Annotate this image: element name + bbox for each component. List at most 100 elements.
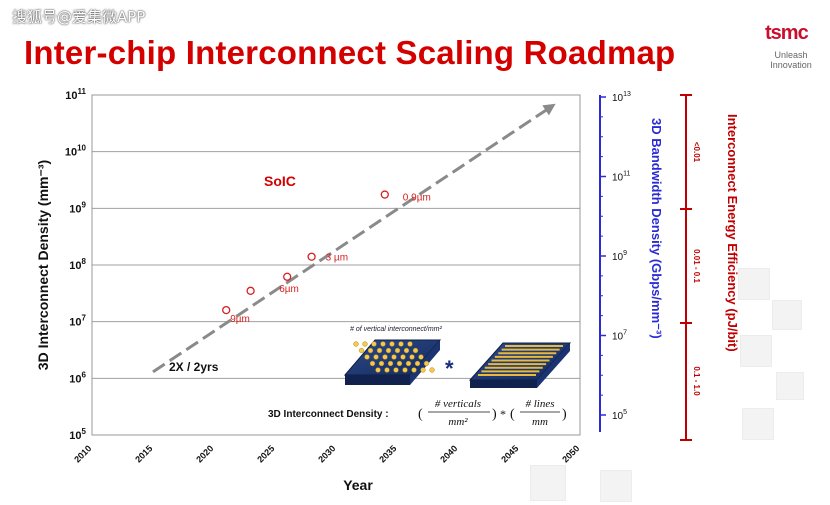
interconnect-bump — [393, 367, 399, 373]
inset-illustration: # of vertical interconnect/mm² * # of li… — [268, 326, 572, 428]
density-formula: ( # verticals mm² ) * ( # lines mm ) — [418, 398, 567, 428]
interconnect-bump — [384, 367, 390, 373]
interconnect-bump — [402, 367, 408, 373]
logo-tagline: Unleash Innovation — [770, 50, 812, 70]
interconnect-bump — [367, 347, 374, 354]
formula-paren-open-1: ( — [418, 407, 423, 422]
energy-ranges: <0.01 0.01 - 0.1 0.1 - 1.0 — [692, 142, 701, 396]
interconnect-bump — [407, 341, 413, 347]
interconnect-bump — [389, 341, 395, 347]
interconnect-bump — [423, 360, 430, 367]
formula-paren-close-2: ) — [562, 407, 567, 422]
bandwidth-tick-label: 107 — [612, 330, 627, 343]
interconnect-bump — [364, 354, 370, 360]
y-tick-label: 108 — [69, 257, 86, 272]
background-tile — [530, 465, 566, 501]
data-point — [222, 305, 231, 315]
data-point — [307, 252, 316, 261]
interconnect-bump — [378, 360, 385, 367]
formula-paren-close-1: ) — [492, 407, 497, 422]
interconnect-bump — [376, 347, 383, 354]
data-point-label: 9µm — [230, 314, 250, 325]
x-tick-label: 2040 — [438, 443, 459, 464]
interconnect-bump — [391, 354, 397, 360]
multiply-operator: * — [445, 356, 454, 381]
formula-times: * — [500, 407, 506, 421]
tsmc-logo: tsmc Unleash Innovation — [753, 8, 823, 70]
bandwidth-tick-label: 1013 — [612, 91, 631, 104]
data-point-label: 0.9µm — [403, 193, 431, 204]
x-tick-label: 2035 — [377, 443, 398, 464]
x-axis-ticks: 2010 2015 2020 2025 2030 2035 2040 2045 2050 — [72, 443, 581, 464]
interconnect-bump — [375, 367, 381, 373]
interconnect-bump — [369, 360, 376, 367]
formula-numerator-2: # lines — [525, 398, 554, 410]
energy-range-label: 0.1 - 1.0 — [692, 366, 701, 396]
x-tick-label: 2030 — [316, 443, 337, 464]
energy-axis: <0.01 0.01 - 0.1 0.1 - 1.0 Interconnect En… — [680, 94, 740, 441]
bandwidth-tick-label: 105 — [612, 409, 627, 422]
interconnect-bump — [420, 367, 426, 373]
bump-array — [353, 341, 435, 373]
y-tick-label: 1011 — [65, 87, 86, 102]
formula-label: 3D Interconnect Density : — [268, 409, 389, 420]
data-point-label: 3 µm — [326, 253, 348, 264]
energy-range-label: <0.01 — [692, 142, 701, 163]
interconnect-bump — [358, 347, 365, 354]
interconnect-bump — [382, 354, 388, 360]
data-point — [380, 190, 389, 199]
data-point — [246, 286, 255, 295]
background-tile — [772, 300, 802, 330]
interconnect-bump — [411, 367, 417, 373]
background-tile — [600, 470, 632, 502]
data-point — [283, 272, 292, 281]
inset-left-caption: # of vertical interconnect/mm² — [350, 326, 442, 333]
formula-paren-open-2: ( — [510, 407, 515, 422]
interconnect-bump — [362, 341, 368, 347]
line-array — [478, 345, 563, 376]
bandwidth-axis-label: 3D Bandwidth Density (Gbps/mm⁻³) — [649, 118, 664, 339]
bandwidth-axis-ticks: 1013 1011 109 107 105 — [600, 91, 631, 422]
x-tick-label: 2045 — [499, 443, 520, 464]
plot-frame — [91, 94, 581, 436]
watermark-text: 搜狐号@爱集微APP — [12, 8, 146, 26]
interconnect-bump — [398, 341, 404, 347]
bandwidth-axis: 1013 1011 109 107 105 3D Bandwidth Density (… — [599, 91, 664, 432]
x-tick-label: 2050 — [560, 443, 581, 464]
interconnect-bump — [403, 347, 410, 354]
y-tick-label: 1010 — [65, 144, 87, 159]
interconnect-bump — [412, 347, 419, 354]
energy-range-label: 0.01 - 0.1 — [692, 249, 701, 283]
trend-arrowhead — [542, 103, 556, 116]
y-tick-label: 107 — [69, 314, 86, 329]
x-tick-label: 2020 — [194, 443, 215, 464]
vertical-interconnect-chip — [343, 339, 442, 385]
interconnect-bump — [373, 354, 379, 360]
data-points: 9µm 6µm 3 µm 0.9µm — [222, 190, 431, 325]
interconnect-bump — [429, 367, 435, 373]
bandwidth-tick-label: 1011 — [612, 171, 630, 184]
x-tick-label: 2015 — [133, 443, 154, 464]
y-tick-label: 109 — [69, 200, 86, 215]
interconnect-bump — [396, 360, 403, 367]
interconnect-bump — [387, 360, 394, 367]
interconnect-bump — [409, 354, 415, 360]
interconnect-bump — [418, 354, 424, 360]
y-tick-label: 105 — [69, 427, 86, 442]
interconnect-bump — [405, 360, 412, 367]
interconnect-bump — [371, 341, 377, 347]
x-tick-label: 2010 — [72, 443, 93, 464]
data-point-label: 6µm — [279, 284, 299, 295]
slide-title: Inter-chip Interconnect Scaling Roadmap — [24, 34, 676, 71]
interconnect-bump — [400, 354, 406, 360]
y-axis-ticks: 1011 1010 109 108 107 106 105 — [65, 87, 87, 442]
background-tile — [776, 372, 804, 400]
x-tick-label: 2025 — [255, 443, 276, 464]
interconnect-bump — [394, 347, 401, 354]
formula-denominator-1: mm² — [448, 416, 468, 428]
logo-brand: tsmc — [765, 22, 809, 44]
bandwidth-tick-label: 109 — [612, 250, 627, 263]
interconnect-bump — [385, 347, 392, 354]
line-interconnect-chip — [468, 342, 572, 388]
